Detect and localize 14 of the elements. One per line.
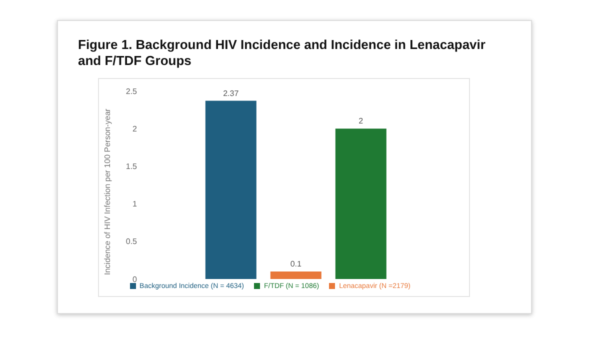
data-label: 2 bbox=[358, 116, 364, 126]
y-tick-label: 0 bbox=[132, 274, 138, 284]
y-tick-label: 2.5 bbox=[126, 86, 138, 96]
bar bbox=[270, 271, 322, 279]
y-axis-title: Incidence of HIV Infection per 100 Person-year bbox=[102, 108, 112, 275]
y-tick-label: 1.5 bbox=[126, 162, 138, 172]
data-label: 2.37 bbox=[223, 88, 240, 98]
bar bbox=[335, 128, 386, 279]
bar bbox=[205, 100, 256, 279]
y-tick-label: 2 bbox=[132, 124, 138, 134]
y-tick-label: 1 bbox=[132, 200, 138, 209]
chart-title: Figure 1. Background HIV Incidence and Incidence in Lenacapavir and F/TDF Groups bbox=[78, 37, 486, 69]
data-label: 0.1 bbox=[290, 259, 302, 268]
y-tick-label: 0.5 bbox=[126, 237, 138, 246]
